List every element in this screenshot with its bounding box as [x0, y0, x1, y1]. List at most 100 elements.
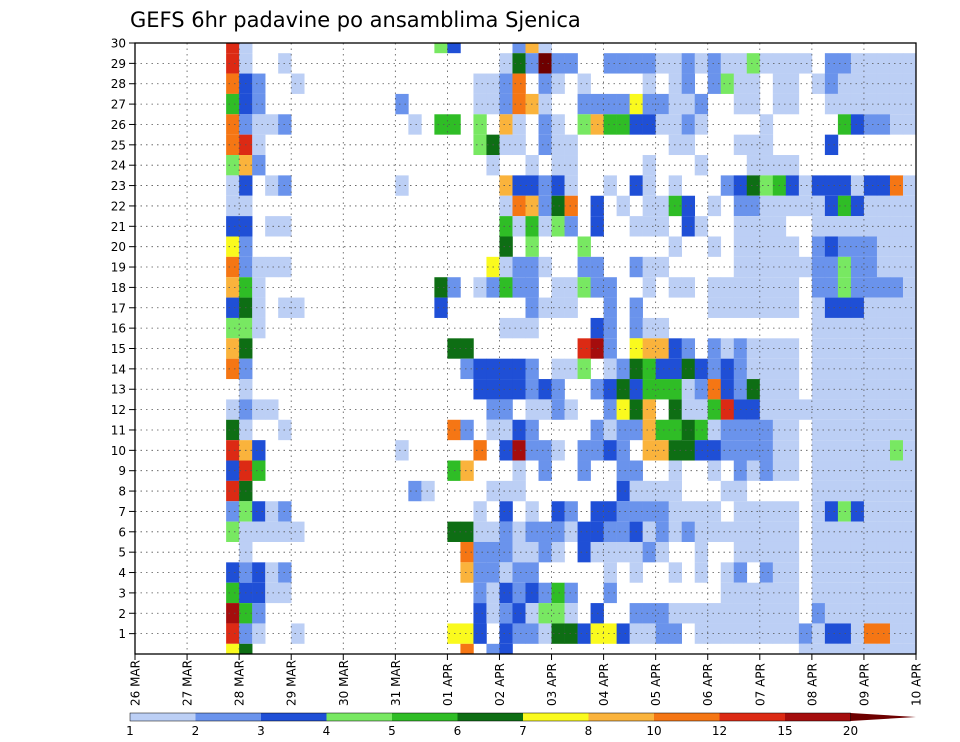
heatmap-cell [616, 399, 630, 420]
heatmap-cell [642, 317, 656, 339]
heatmap-cell [655, 521, 669, 542]
heatmap-cell [434, 277, 448, 298]
heatmap-cell [785, 562, 800, 583]
heatmap-cell [291, 521, 305, 542]
heatmap-cell [785, 399, 800, 420]
heatmap-cell [850, 562, 865, 583]
heatmap-cell [902, 521, 917, 542]
heatmap-cell [642, 603, 656, 624]
heatmap-cell [902, 582, 917, 604]
heatmap-cell [512, 541, 526, 563]
heatmap-cell [499, 175, 513, 196]
y-tick-label: 24 [111, 159, 126, 173]
heatmap-cell [226, 297, 240, 318]
heatmap-cell [746, 73, 761, 94]
heatmap-cell [512, 623, 526, 644]
heatmap-cell [239, 43, 253, 54]
heatmap-cell [538, 440, 552, 461]
heatmap-cell [746, 155, 761, 176]
colorbar-label: 20 [843, 724, 858, 738]
heatmap-cell [655, 603, 669, 624]
heatmap-cell [538, 623, 552, 644]
y-tick-label: 19 [111, 261, 126, 275]
heatmap-cell [759, 440, 774, 461]
heatmap-cell [863, 338, 878, 359]
heatmap-cell [499, 358, 513, 380]
heatmap-cell [811, 379, 826, 400]
heatmap-cell [889, 460, 904, 481]
heatmap-cell [499, 317, 513, 339]
heatmap-cell [798, 399, 813, 420]
x-tick-label: 08 APR [805, 663, 819, 706]
heatmap-cell [512, 43, 526, 54]
heatmap-cell [863, 53, 878, 74]
heatmap-cell [265, 175, 279, 196]
heatmap-cell [226, 562, 240, 583]
heatmap-cell [460, 541, 474, 563]
heatmap-cell [395, 93, 409, 115]
heatmap-cell [460, 643, 474, 654]
heatmap-cell [226, 521, 240, 542]
heatmap-cell [863, 175, 878, 196]
heatmap-cell [863, 93, 878, 115]
heatmap-cell [889, 175, 904, 196]
heatmap-cell [694, 379, 709, 400]
heatmap-cell [538, 175, 552, 196]
heatmap-cell [850, 317, 865, 339]
heatmap-cell [655, 358, 669, 380]
heatmap-cell [265, 501, 279, 522]
heatmap-cell [642, 53, 656, 74]
heatmap-cell [577, 256, 591, 278]
heatmap-cell [720, 521, 735, 542]
heatmap-cell [499, 501, 513, 522]
heatmap-cell [707, 195, 722, 217]
heatmap-cell [694, 216, 709, 237]
heatmap-cell [863, 582, 878, 604]
heatmap-cell [759, 501, 774, 522]
heatmap-cell [642, 114, 656, 135]
heatmap-cell [564, 134, 578, 156]
heatmap-cell [863, 114, 878, 135]
heatmap-cell [889, 643, 904, 654]
heatmap-cell [447, 43, 461, 54]
heatmap-cell [564, 501, 578, 522]
heatmap-cell [863, 379, 878, 400]
heatmap-cell [616, 419, 630, 441]
heatmap-cell [824, 643, 839, 654]
heatmap-cell [551, 277, 565, 298]
heatmap-cell [226, 358, 240, 380]
heatmap-cell [824, 134, 839, 156]
heatmap-cell [720, 297, 735, 318]
heatmap-cell [460, 338, 474, 359]
heatmap-cell [512, 521, 526, 542]
y-axis-ticks: 1234567891011121314151617181920212223242… [111, 37, 135, 641]
heatmap-cell [551, 358, 565, 380]
colorbar-label: 8 [585, 724, 593, 738]
heatmap-cell [824, 379, 839, 400]
y-tick-label: 26 [111, 118, 126, 132]
heatmap-cell [226, 256, 240, 278]
heatmap-cell [577, 338, 591, 359]
heatmap-cell [811, 562, 826, 583]
heatmap-cell [551, 440, 565, 461]
heatmap-cell [902, 379, 917, 400]
heatmap-cell [473, 541, 487, 563]
y-tick-label: 18 [111, 281, 126, 295]
heatmap-cell [603, 521, 617, 542]
heatmap-cell [226, 236, 240, 257]
heatmap-cell [811, 541, 826, 563]
heatmap-cell [681, 521, 696, 542]
heatmap-cell [473, 501, 487, 522]
heatmap-cell [473, 521, 487, 542]
heatmap-cell [902, 460, 917, 481]
heatmap-cell [759, 277, 774, 298]
heatmap-cell [226, 460, 240, 481]
heatmap-cell [720, 562, 735, 583]
heatmap-cell [252, 277, 266, 298]
heatmap-cell [902, 93, 917, 115]
heatmap-cell [850, 53, 865, 74]
heatmap-cell [863, 358, 878, 380]
x-tick-label: 07 APR [753, 663, 767, 706]
heatmap-cell [265, 114, 279, 135]
heatmap-cell [811, 603, 826, 624]
